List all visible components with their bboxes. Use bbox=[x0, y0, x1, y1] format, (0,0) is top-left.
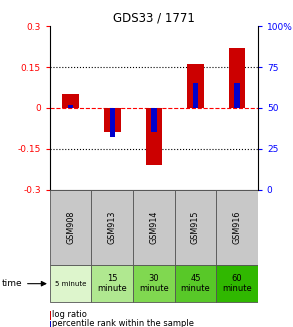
Text: GSM916: GSM916 bbox=[233, 211, 241, 244]
Text: 60
minute: 60 minute bbox=[222, 274, 252, 293]
Bar bbox=[234, 83, 240, 108]
Text: 30
minute: 30 minute bbox=[139, 274, 169, 293]
Bar bbox=[216, 265, 258, 302]
Text: 15
minute: 15 minute bbox=[97, 274, 127, 293]
Bar bbox=[229, 48, 245, 108]
Title: GDS33 / 1771: GDS33 / 1771 bbox=[113, 12, 195, 25]
Text: log ratio: log ratio bbox=[52, 310, 86, 319]
Bar bbox=[104, 108, 120, 132]
Bar bbox=[193, 83, 198, 108]
Bar bbox=[50, 190, 91, 265]
Text: 45
minute: 45 minute bbox=[180, 274, 210, 293]
Text: GSM915: GSM915 bbox=[191, 211, 200, 244]
Text: percentile rank within the sample: percentile rank within the sample bbox=[52, 319, 194, 327]
Text: 5 minute: 5 minute bbox=[55, 281, 86, 287]
Bar bbox=[110, 108, 115, 137]
Bar bbox=[216, 190, 258, 265]
Bar bbox=[175, 190, 216, 265]
Bar bbox=[50, 321, 51, 327]
Bar bbox=[175, 265, 216, 302]
Bar bbox=[50, 311, 51, 319]
Bar bbox=[68, 105, 73, 108]
Bar bbox=[62, 94, 79, 108]
Bar bbox=[151, 108, 156, 132]
Bar bbox=[50, 265, 91, 302]
Bar bbox=[133, 265, 175, 302]
Bar bbox=[133, 190, 175, 265]
Bar bbox=[91, 265, 133, 302]
Text: time: time bbox=[2, 279, 23, 288]
Text: GSM914: GSM914 bbox=[149, 211, 158, 244]
Bar bbox=[187, 64, 204, 108]
Bar bbox=[146, 108, 162, 165]
Text: GSM913: GSM913 bbox=[108, 211, 117, 244]
Text: GSM908: GSM908 bbox=[66, 211, 75, 244]
Bar bbox=[91, 190, 133, 265]
